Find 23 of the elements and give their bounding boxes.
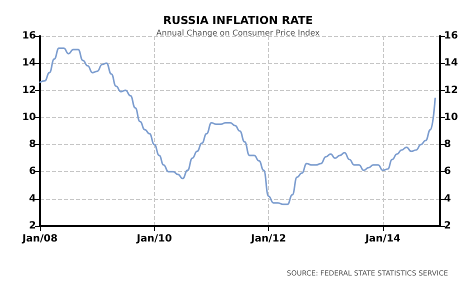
y-tick-label: 2 bbox=[29, 220, 36, 232]
y2-tick-label: 8 bbox=[444, 139, 451, 150]
chart-subtitle: Annual Change on Consumer Price Index bbox=[156, 28, 320, 38]
x-tick-label: Jan/14 bbox=[364, 234, 401, 244]
y2-tick-label: 4 bbox=[444, 193, 451, 204]
line-series bbox=[39, 47, 436, 206]
y2-tick-label: 14 bbox=[444, 58, 458, 69]
y-tick-label: 14 bbox=[22, 58, 36, 69]
y-tick-label: 10 bbox=[22, 112, 36, 123]
y-tick-label: 4 bbox=[29, 193, 36, 204]
y2-tick-label: 10 bbox=[444, 112, 458, 123]
y-tick-label: 6 bbox=[29, 166, 36, 178]
chart-title: RUSSIA INFLATION RATE bbox=[163, 14, 313, 27]
x-tick-label: Jan/12 bbox=[250, 234, 286, 244]
y-tick-label: 12 bbox=[22, 84, 36, 96]
y2-tick-label: 16 bbox=[444, 30, 458, 42]
y-tick-label: 16 bbox=[22, 30, 36, 42]
x-tick-label: Jan/10 bbox=[136, 234, 172, 244]
y-tick-label: 8 bbox=[29, 139, 36, 150]
y2-tick-label: 6 bbox=[444, 166, 451, 178]
x-tick-label: Jan/08 bbox=[21, 234, 58, 244]
y2-tick-label: 12 bbox=[444, 84, 458, 96]
y2-tick-label: 2 bbox=[444, 220, 451, 232]
